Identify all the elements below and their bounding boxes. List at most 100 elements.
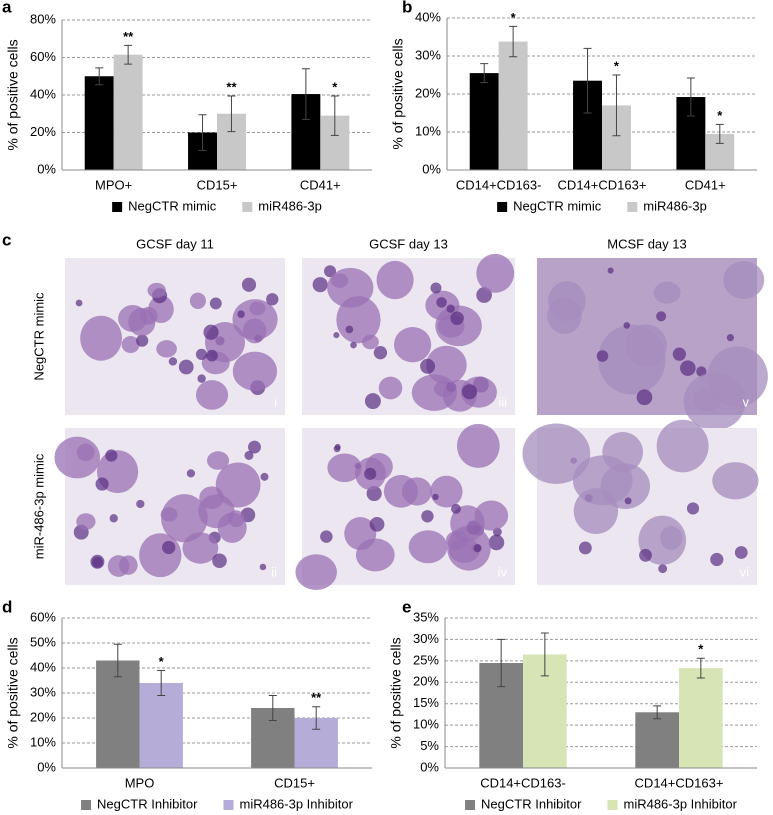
cell (625, 324, 667, 367)
error-bar (696, 657, 705, 679)
y-tick-label: 5% (420, 738, 439, 753)
nucleus (726, 334, 735, 342)
nucleus (488, 534, 505, 551)
significance-label: * (511, 10, 517, 25)
cell (195, 380, 229, 410)
error-bar (95, 67, 104, 86)
nucleus (461, 384, 478, 400)
legend-label: NegCTR Inhibitor (481, 796, 582, 811)
y-tick-label: 60% (30, 49, 56, 64)
cell (362, 334, 379, 350)
legend-swatch (112, 202, 123, 212)
nucleus (680, 360, 696, 376)
x-tick-label: CD41+ (685, 177, 726, 192)
nucleus (197, 374, 206, 383)
y-axis-label: % of positive cells (388, 637, 404, 748)
image-label: ii (271, 564, 277, 579)
significance-label: * (698, 642, 704, 657)
cell (474, 500, 509, 531)
legend-label: NegCTR Inhibitor (97, 796, 198, 811)
bar (113, 54, 143, 170)
cell (160, 507, 178, 522)
y-tick-label: 20% (30, 709, 56, 724)
nucleus (686, 502, 700, 515)
y-tick-label: 25% (413, 652, 439, 667)
nucleus (364, 393, 381, 410)
nucleus (607, 267, 614, 274)
error-bar (268, 695, 277, 721)
error-bar (124, 44, 133, 65)
cell (147, 282, 166, 299)
cell (242, 318, 267, 344)
y-tick-label: 30% (30, 684, 56, 699)
legend-swatch (607, 800, 618, 810)
cell (344, 517, 377, 551)
cell (121, 336, 140, 354)
panel-label: c (2, 230, 11, 249)
nucleus (436, 297, 447, 308)
y-axis-label: % of positive cells (5, 637, 21, 748)
legend-label: miR486-3p (258, 198, 322, 213)
nucleus (656, 311, 667, 322)
y-tick-label: 20% (415, 85, 441, 100)
y-tick-label: 15% (413, 695, 439, 710)
nucleus (334, 443, 341, 450)
cell (712, 462, 759, 500)
nucleus (623, 322, 631, 329)
cell (119, 555, 138, 575)
nucleus (451, 503, 461, 514)
image-label: vi (740, 564, 750, 579)
error-bar (480, 63, 489, 84)
nucleus (136, 499, 145, 509)
significance-label: ** (123, 29, 134, 44)
y-tick-label: 40% (415, 9, 441, 24)
y-tick-label: 30% (413, 631, 439, 646)
y-tick-label: 40% (30, 86, 56, 101)
error-bar (583, 47, 592, 114)
nucleus (320, 530, 333, 543)
y-tick-label: 80% (30, 11, 56, 26)
y-tick-label: 20% (413, 674, 439, 689)
y-axis-label: % of positive cells (5, 39, 21, 150)
image-label: iv (498, 564, 508, 579)
nucleus (639, 548, 652, 562)
legend-label: miR486-3p Inhibitor (239, 796, 353, 811)
cell (156, 340, 177, 358)
cell (54, 436, 100, 479)
y-tick-label: 0% (422, 161, 441, 176)
nucleus (259, 563, 267, 571)
y-tick-label: 40% (30, 659, 56, 674)
legend-swatch (223, 800, 234, 810)
cell (327, 267, 374, 308)
significance-label: ** (311, 690, 322, 705)
legend-label: NegCTR mimic (513, 198, 602, 213)
nucleus (168, 357, 178, 366)
cell (217, 512, 247, 543)
y-tick-label: 60% (30, 609, 56, 624)
nucleus (109, 514, 118, 523)
cell (80, 315, 122, 361)
significance-label: * (614, 58, 620, 73)
y-tick-label: 10% (413, 717, 439, 732)
nucleus (734, 546, 748, 559)
nucleus (162, 540, 176, 555)
nucleus (672, 347, 687, 361)
nucleus (206, 349, 218, 362)
x-tick-label: CD14+CD163- (480, 775, 566, 790)
error-bar (312, 706, 321, 730)
cell (476, 253, 515, 293)
nucleus (420, 358, 436, 374)
cell (128, 307, 156, 337)
nucleus (244, 450, 254, 460)
cell (232, 351, 278, 391)
x-tick-label: CD15+ (197, 177, 238, 192)
row-header: miR-486-3p mimic (31, 453, 46, 559)
nucleus (578, 541, 592, 555)
nucleus (624, 497, 632, 505)
legend-swatch (81, 800, 92, 810)
nucleus (473, 544, 482, 553)
cell (376, 260, 414, 300)
error-bar (715, 123, 724, 144)
nucleus (333, 332, 340, 339)
